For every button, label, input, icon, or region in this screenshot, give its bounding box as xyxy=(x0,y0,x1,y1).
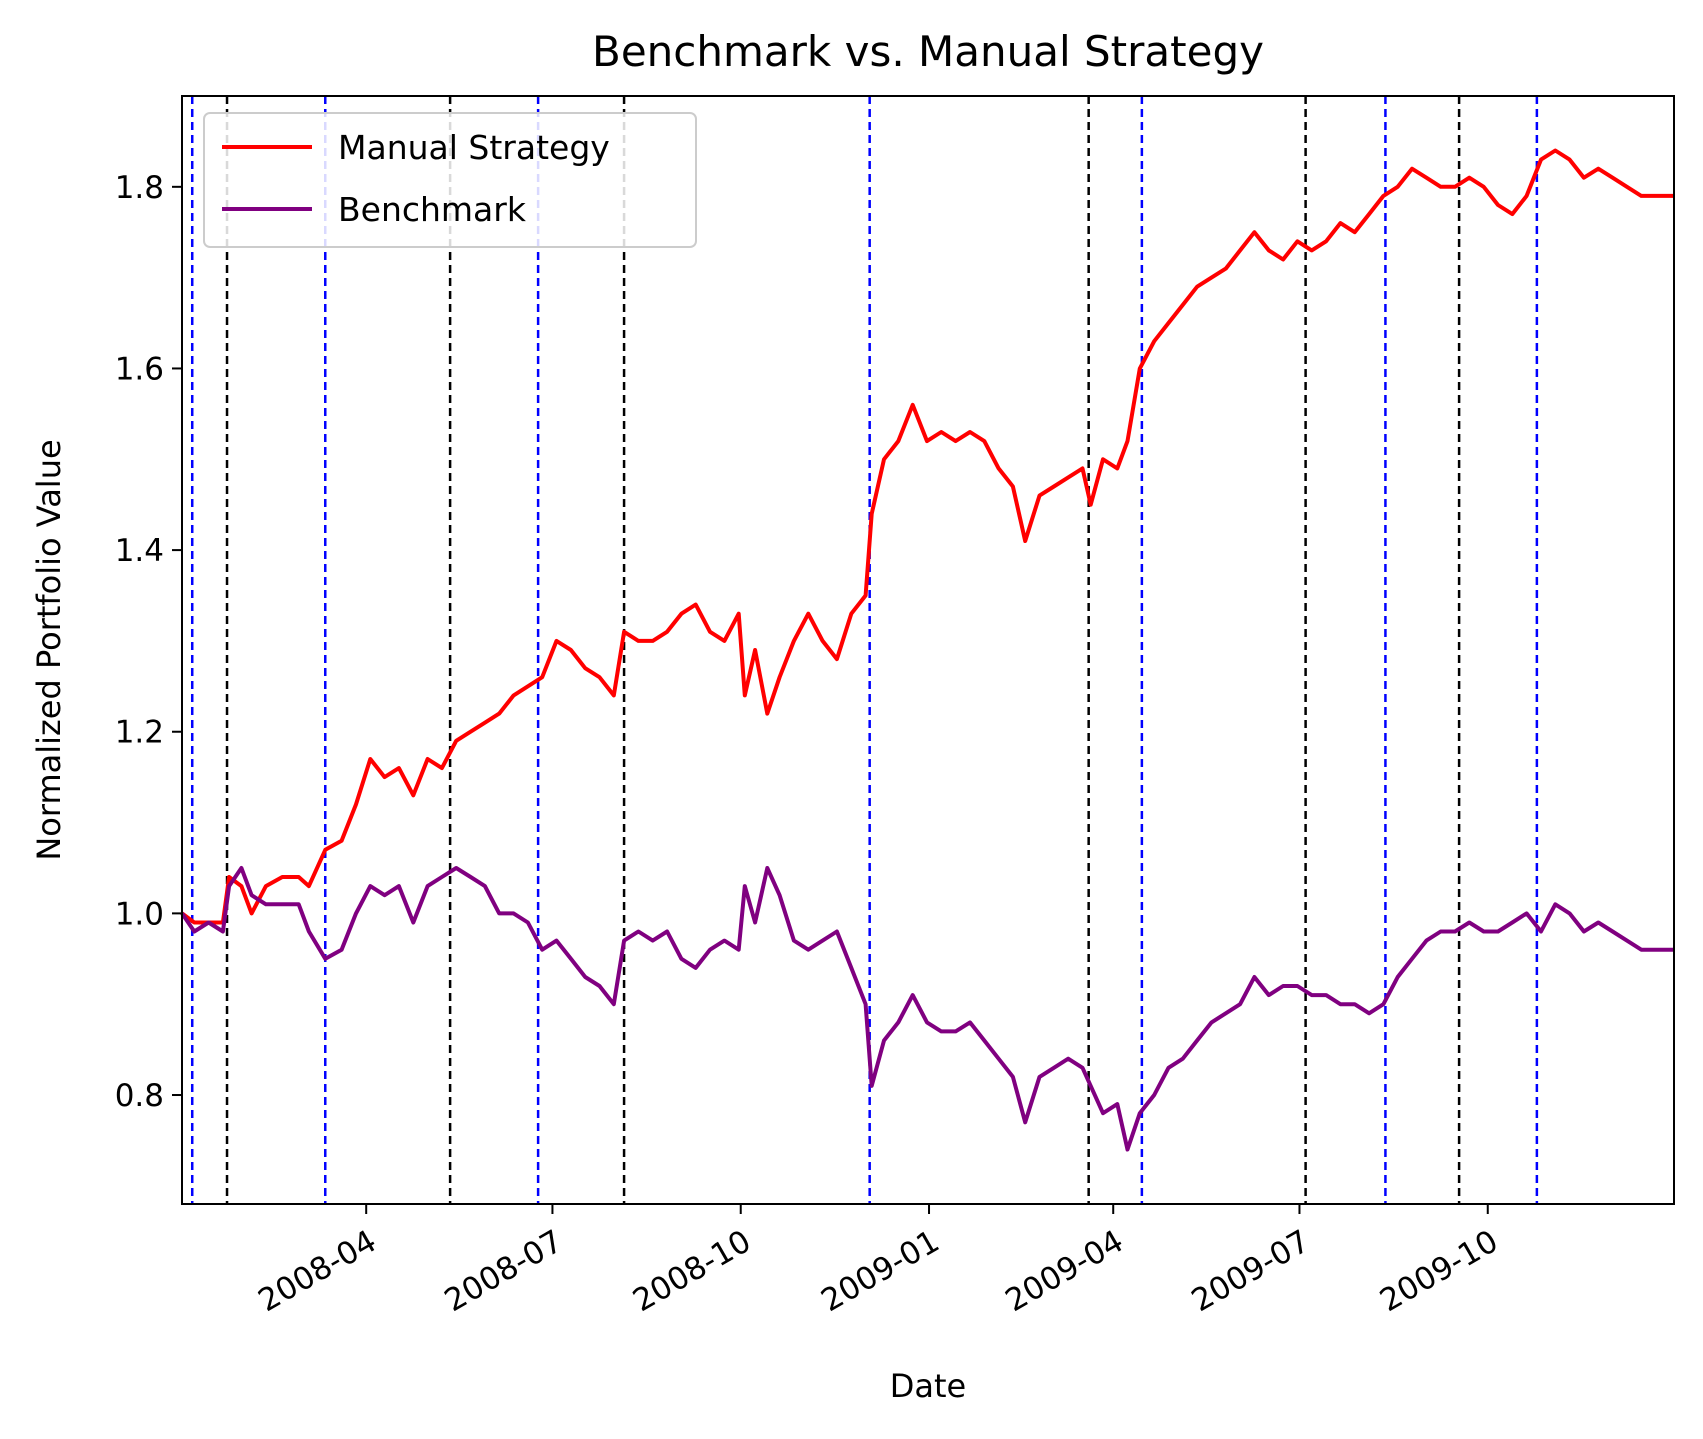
plot-frame xyxy=(181,95,1675,1205)
y-tick-label-4: 1.6 xyxy=(115,351,164,387)
x-axis-label: Date xyxy=(890,1367,966,1405)
legend-label-manual-strategy: Manual Strategy xyxy=(338,128,610,167)
y-axis-label: Normalized Portfolio Value xyxy=(30,439,68,860)
legend: Manual Strategy Benchmark xyxy=(203,112,697,248)
y-tick-label-2: 1.2 xyxy=(115,715,164,751)
y-tick-label-3: 1.4 xyxy=(115,533,164,569)
y-tick-label-0: 0.8 xyxy=(115,1078,164,1114)
series-line-manual-strategy xyxy=(180,148,1674,925)
y-tick-label-1: 1.0 xyxy=(115,896,164,932)
legend-box xyxy=(203,112,697,248)
series-layer xyxy=(180,148,1674,1152)
y-ticks: 0.8 1.0 1.2 1.4 1.6 1.8 xyxy=(115,170,182,1114)
chart-title: Benchmark vs. Manual Strategy xyxy=(592,27,1264,76)
y-tick-label-5: 1.8 xyxy=(115,170,164,206)
series-line-benchmark xyxy=(180,866,1674,1152)
legend-label-benchmark: Benchmark xyxy=(338,190,527,229)
event-lines xyxy=(190,96,1539,1204)
